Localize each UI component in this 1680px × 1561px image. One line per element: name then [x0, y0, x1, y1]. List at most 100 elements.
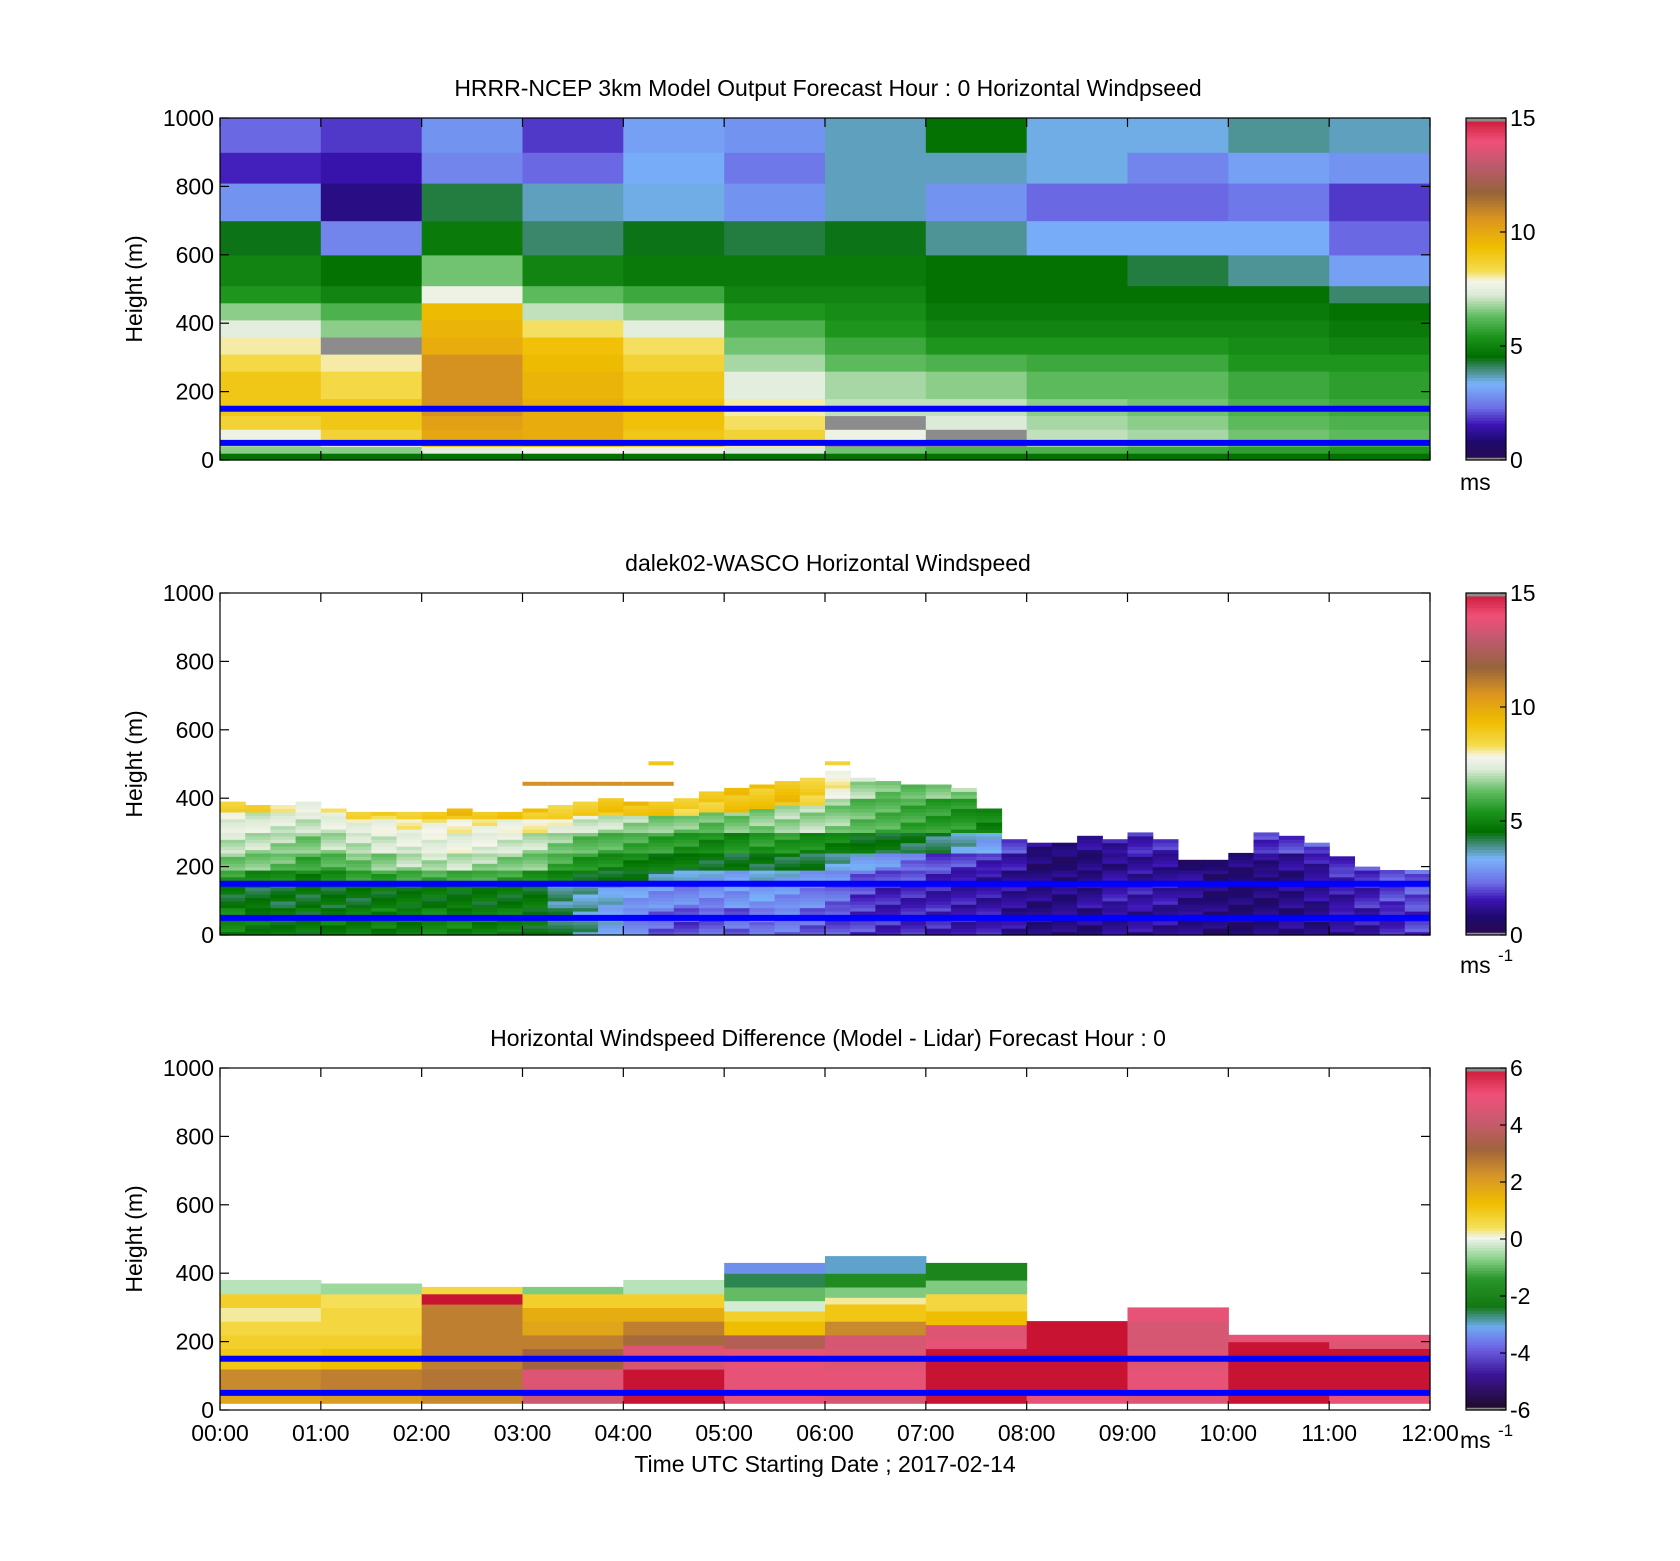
- colorbar-segment: [1466, 1076, 1506, 1080]
- lidar-cell: [850, 839, 876, 844]
- colorbar-segment: [1466, 746, 1506, 751]
- lidar-cell: [472, 873, 498, 878]
- lidar-cell: [547, 866, 574, 871]
- lidar-cell: [598, 863, 624, 868]
- lidar-cell: [875, 928, 902, 933]
- lidar-cell: [699, 794, 725, 799]
- lidar-cell: [598, 805, 624, 809]
- lidar-cell: [572, 866, 599, 871]
- lidar-cell: [925, 873, 952, 878]
- lidar-cell: [346, 842, 372, 847]
- heatmap-cell: [925, 354, 1028, 372]
- lidar-cell: [396, 924, 423, 929]
- colorbar-segment: [1466, 414, 1506, 418]
- lidar-cell: [749, 870, 776, 874]
- colorbar-segment: [1466, 601, 1506, 605]
- heatmap-cell: [421, 1304, 524, 1329]
- lidar-cell: [825, 805, 851, 809]
- lidar-cell: [1001, 876, 1028, 881]
- heatmap-cell: [421, 415, 524, 430]
- heatmap-cell: [1329, 1334, 1431, 1343]
- colorbar-segment: [1466, 886, 1506, 890]
- colorbar-segment: [1466, 1170, 1506, 1175]
- lidar-cell: [1127, 873, 1154, 878]
- lidar-cell: [976, 842, 1003, 847]
- y-tick-label: 1000: [163, 105, 214, 131]
- lidar-cell: [1253, 849, 1280, 854]
- lidar-cell: [1329, 924, 1355, 929]
- colorbar-segment: [1466, 257, 1506, 262]
- lidar-cell: [774, 825, 801, 830]
- lidar-cell: [951, 829, 977, 833]
- lidar-cell: [522, 873, 549, 878]
- lidar-cell: [522, 900, 549, 905]
- lidar-cell: [850, 928, 876, 933]
- lidar-cell: [699, 811, 725, 816]
- lidar-cell: [925, 921, 952, 926]
- lidar-cell: [1203, 887, 1229, 892]
- colorbar-segment: [1466, 1310, 1506, 1314]
- lidar-cell: [1304, 911, 1330, 916]
- colorbar-segment: [1466, 308, 1506, 313]
- lidar-cell: [396, 921, 423, 926]
- lidar-cell: [699, 832, 725, 837]
- lidar-cell: [1177, 921, 1204, 926]
- lidar-cell: [623, 846, 650, 851]
- colorbar-segment: [1466, 766, 1506, 771]
- lidar-cell: [749, 907, 776, 912]
- lidar-cell: [925, 859, 952, 864]
- lidar-cell: [850, 921, 876, 926]
- lidar-cell: [295, 866, 322, 871]
- lidar-cell: [1354, 928, 1381, 933]
- lidar-cell: [825, 822, 851, 827]
- lidar-cell: [371, 924, 398, 929]
- heatmap-cell: [421, 336, 524, 355]
- colorbar-segment: [1466, 895, 1506, 899]
- lidar-cell: [774, 904, 801, 909]
- lidar-cell: [900, 928, 927, 933]
- lidar-cell: [1404, 904, 1431, 909]
- lidar-cell: [623, 894, 650, 898]
- lidar-cell: [245, 815, 271, 820]
- lidar-cell: [371, 835, 398, 840]
- colorbar-segment: [1466, 143, 1506, 148]
- lidar-cell: [1379, 887, 1406, 892]
- colorbar-segment: [1466, 1239, 1506, 1243]
- lidar-cell: [598, 894, 624, 898]
- colorbar-segment: [1466, 1267, 1506, 1271]
- lidar-cell: [1026, 897, 1053, 902]
- colorbar-segment: [1466, 1147, 1506, 1152]
- lidar-cell: [623, 904, 650, 909]
- heatmap-cell: [925, 1324, 1028, 1339]
- lidar-cell: [900, 825, 927, 830]
- lidar-cell: [1001, 849, 1028, 854]
- lidar-cell: [1278, 852, 1305, 857]
- lidar-cell: [1077, 897, 1103, 902]
- colorbar-segment: [1466, 738, 1506, 742]
- lidar-cell: [572, 781, 599, 786]
- colorbar-segment: [1466, 858, 1506, 862]
- lidar-cell: [1001, 928, 1028, 933]
- lidar-cell: [421, 876, 448, 881]
- heatmap-cell: [1329, 336, 1431, 355]
- colorbar-segment: [1466, 695, 1506, 700]
- colorbar-segment: [1466, 160, 1506, 165]
- lidar-cell: [572, 887, 599, 892]
- heatmap-cell: [421, 453, 524, 461]
- lidar-cell: [472, 876, 498, 881]
- heatmap-cell: [220, 285, 322, 304]
- colorbar-segment: [1466, 1344, 1506, 1348]
- lidar-cell: [1077, 852, 1103, 857]
- lidar-cell: [396, 904, 423, 909]
- lidar-cell: [699, 931, 725, 936]
- lidar-cell: [900, 784, 927, 789]
- colorbar-segment: [1466, 1187, 1506, 1192]
- heatmap-cell: [1329, 1382, 1431, 1390]
- lidar-cell: [774, 784, 801, 789]
- heatmap-cell: [1026, 285, 1129, 304]
- lidar-cell: [648, 907, 675, 912]
- lidar-cell: [1001, 873, 1028, 878]
- colorbar-segment: [1466, 909, 1506, 913]
- colorbar-segment: [1466, 1173, 1506, 1177]
